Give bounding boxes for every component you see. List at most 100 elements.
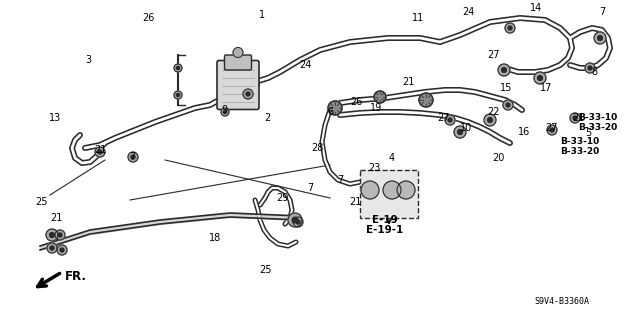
Circle shape bbox=[95, 147, 105, 157]
Circle shape bbox=[502, 68, 506, 72]
Circle shape bbox=[174, 64, 182, 72]
Circle shape bbox=[454, 126, 466, 138]
Text: 14: 14 bbox=[530, 3, 542, 13]
Circle shape bbox=[177, 66, 180, 70]
Text: 21: 21 bbox=[349, 197, 361, 207]
Text: 28: 28 bbox=[311, 143, 323, 153]
Text: 21: 21 bbox=[402, 77, 414, 87]
Circle shape bbox=[448, 118, 452, 122]
Text: E-19-1: E-19-1 bbox=[366, 225, 404, 235]
Circle shape bbox=[57, 245, 67, 255]
Text: 18: 18 bbox=[209, 233, 221, 243]
Bar bbox=[360, 170, 418, 218]
Text: 19: 19 bbox=[370, 103, 382, 113]
Circle shape bbox=[374, 91, 386, 103]
Text: 21: 21 bbox=[94, 145, 106, 155]
Circle shape bbox=[419, 93, 433, 107]
Circle shape bbox=[131, 155, 135, 159]
Text: 7: 7 bbox=[337, 175, 343, 185]
Circle shape bbox=[585, 63, 595, 73]
Text: 25: 25 bbox=[259, 265, 271, 275]
Text: 25: 25 bbox=[36, 197, 48, 207]
Text: 2: 2 bbox=[264, 113, 270, 123]
Circle shape bbox=[570, 113, 580, 123]
Circle shape bbox=[383, 181, 401, 199]
Circle shape bbox=[221, 108, 229, 116]
Text: 3: 3 bbox=[85, 55, 91, 65]
Circle shape bbox=[50, 246, 54, 250]
FancyBboxPatch shape bbox=[225, 55, 252, 70]
Circle shape bbox=[50, 233, 54, 237]
Circle shape bbox=[503, 100, 513, 110]
Circle shape bbox=[177, 93, 180, 97]
Text: 7: 7 bbox=[599, 7, 605, 17]
Text: E-19: E-19 bbox=[372, 215, 398, 225]
Circle shape bbox=[292, 217, 298, 223]
Circle shape bbox=[505, 23, 515, 33]
Text: 7: 7 bbox=[129, 152, 135, 162]
Circle shape bbox=[458, 130, 462, 134]
Text: 5: 5 bbox=[585, 128, 591, 138]
Circle shape bbox=[243, 89, 253, 99]
Text: 21: 21 bbox=[572, 113, 584, 123]
Circle shape bbox=[223, 110, 227, 114]
Circle shape bbox=[98, 150, 102, 154]
Text: B-33-10: B-33-10 bbox=[561, 137, 600, 146]
Text: 23: 23 bbox=[368, 163, 380, 173]
Circle shape bbox=[328, 101, 342, 115]
Text: S9V4-B3360A: S9V4-B3360A bbox=[534, 298, 589, 307]
Circle shape bbox=[288, 213, 302, 227]
Text: 13: 13 bbox=[49, 113, 61, 123]
Circle shape bbox=[550, 128, 554, 132]
Circle shape bbox=[361, 181, 379, 199]
Circle shape bbox=[174, 91, 182, 99]
Circle shape bbox=[47, 243, 57, 253]
Text: 1: 1 bbox=[259, 10, 265, 20]
Circle shape bbox=[445, 115, 455, 125]
Text: 16: 16 bbox=[518, 127, 530, 137]
Circle shape bbox=[547, 125, 557, 135]
Circle shape bbox=[484, 114, 496, 126]
Text: 24: 24 bbox=[299, 60, 311, 70]
Text: 9: 9 bbox=[221, 105, 227, 115]
Circle shape bbox=[594, 32, 606, 44]
Text: 4: 4 bbox=[389, 153, 395, 163]
Text: 20: 20 bbox=[492, 153, 504, 163]
Text: FR.: FR. bbox=[65, 270, 87, 283]
Circle shape bbox=[498, 64, 510, 76]
Text: 24: 24 bbox=[462, 7, 474, 17]
Text: 8: 8 bbox=[591, 67, 597, 77]
Circle shape bbox=[293, 217, 303, 227]
Circle shape bbox=[246, 92, 250, 96]
Text: 7: 7 bbox=[307, 183, 313, 193]
Circle shape bbox=[506, 103, 510, 107]
Circle shape bbox=[296, 220, 300, 224]
Text: B-33-10: B-33-10 bbox=[579, 114, 618, 122]
Circle shape bbox=[538, 76, 543, 80]
Text: 27: 27 bbox=[438, 113, 451, 123]
Circle shape bbox=[573, 116, 577, 120]
Circle shape bbox=[55, 230, 65, 240]
Text: 11: 11 bbox=[412, 13, 424, 23]
Text: 22: 22 bbox=[488, 107, 500, 117]
Circle shape bbox=[58, 233, 62, 237]
Text: 6: 6 bbox=[327, 107, 333, 117]
Circle shape bbox=[508, 26, 512, 30]
Circle shape bbox=[588, 66, 592, 70]
Circle shape bbox=[128, 152, 138, 162]
Text: 15: 15 bbox=[500, 83, 512, 93]
Circle shape bbox=[534, 72, 546, 84]
Text: 26: 26 bbox=[350, 97, 362, 107]
Text: 27: 27 bbox=[488, 50, 500, 60]
Text: 17: 17 bbox=[540, 83, 552, 93]
Text: B-33-20: B-33-20 bbox=[561, 147, 600, 157]
FancyBboxPatch shape bbox=[217, 61, 259, 109]
Text: 27: 27 bbox=[546, 123, 558, 133]
Text: 10: 10 bbox=[460, 123, 472, 133]
Text: B-33-20: B-33-20 bbox=[579, 123, 618, 132]
Circle shape bbox=[233, 48, 243, 57]
Circle shape bbox=[397, 181, 415, 199]
Text: 21: 21 bbox=[50, 213, 62, 223]
Circle shape bbox=[46, 229, 58, 241]
Circle shape bbox=[598, 36, 602, 41]
